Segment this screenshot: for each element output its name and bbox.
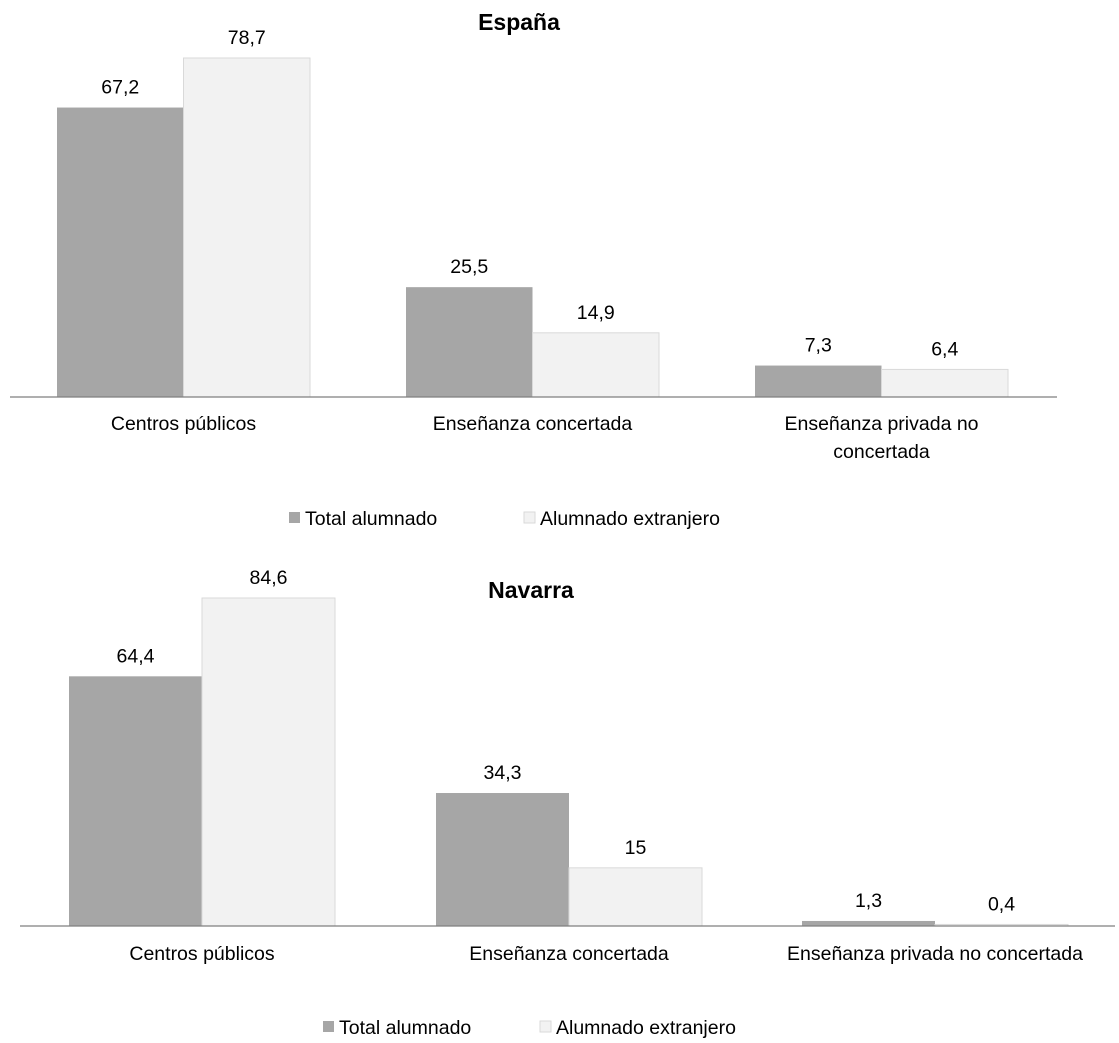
- bar-alumnado-extranjero-ensenanza-concertada: [532, 332, 660, 398]
- legend-swatch-total-alumnado: [289, 512, 300, 523]
- category-label-centros-publicos: Centros públicos: [129, 943, 274, 965]
- data-label-alumnado-extranjero-ensenanza-privada-no-concertada: 6,4: [931, 338, 958, 360]
- data-label-alumnado-extranjero-ensenanza-concertada: 14,9: [577, 302, 615, 324]
- chart-navarra: Navarra 64,4 84,6 34,3 15 1,3 0,4 Centros púb…: [20, 567, 1115, 1039]
- bar-alumnado-extranjero-ensenanza-privada-no-concertada: [881, 368, 1009, 398]
- chart-espana-legend: Total alumnado Alumnado extranjero: [289, 508, 720, 530]
- legend-label-total-alumnado: Total alumnado: [305, 508, 437, 530]
- data-label-alumnado-extranjero-ensenanza-concertada: 15: [625, 837, 647, 859]
- bar-alumnado-extranjero-centros-publicos: [183, 57, 311, 398]
- chart-espana-title: España: [478, 9, 560, 35]
- chart-navarra-title: Navarra: [488, 577, 574, 603]
- category-label-ensenanza-privada-no-concertada: Enseñanza privada no concertada: [787, 943, 1083, 965]
- data-label-total-alumnado-ensenanza-concertada: 34,3: [484, 762, 522, 784]
- category-label-centros-publicos: Centros públicos: [111, 413, 256, 435]
- data-label-total-alumnado-ensenanza-concertada: 25,5: [450, 256, 488, 278]
- bar-alumnado-extranjero-centros-publicos: [201, 597, 336, 927]
- bar-total-alumnado-centros-publicos: [69, 676, 202, 926]
- data-label-total-alumnado-ensenanza-privada-no-concertada: 7,3: [805, 335, 832, 357]
- bar-total-alumnado-ensenanza-concertada: [436, 793, 569, 926]
- data-label-total-alumnado-centros-publicos: 64,4: [117, 645, 155, 667]
- bar-total-alumnado-ensenanza-concertada: [406, 287, 533, 397]
- data-label-alumnado-extranjero-centros-publicos: 78,7: [228, 27, 266, 49]
- chart-espana-bars: [57, 57, 1009, 398]
- legend-label-alumnado-extranjero: Alumnado extranjero: [556, 1017, 736, 1039]
- bar-total-alumnado-ensenanza-privada-no-concertada: [755, 365, 882, 397]
- chart-navarra-data-labels: 64,4 84,6 34,3 15 1,3 0,4: [117, 567, 1016, 915]
- legend-swatch-alumnado-extranjero: [523, 511, 536, 524]
- category-label-ensenanza-concertada: Enseñanza concertada: [469, 943, 669, 965]
- data-label-total-alumnado-ensenanza-privada-no-concertada: 1,3: [855, 890, 882, 912]
- chart-espana: España 67,2 78,7 25,5 14,9 7,3 6,4 Centros pú…: [10, 9, 1057, 530]
- category-label-ensenanza-privada-no-concertada: Enseñanza privada no: [784, 413, 978, 435]
- chart-navarra-category-labels: Centros públicos Enseñanza concertada Ense…: [129, 943, 1083, 965]
- data-label-alumnado-extranjero-centros-publicos: 84,6: [250, 567, 288, 589]
- legend-label-alumnado-extranjero: Alumnado extranjero: [540, 508, 720, 530]
- chart-navarra-bars: [69, 597, 1069, 927]
- data-label-total-alumnado-centros-publicos: 67,2: [101, 77, 139, 99]
- bar-alumnado-extranjero-ensenanza-concertada: [568, 867, 703, 927]
- category-label-ensenanza-privada-no-concertada: concertada: [833, 441, 930, 463]
- legend-label-total-alumnado: Total alumnado: [339, 1017, 471, 1039]
- bar-total-alumnado-ensenanza-privada-no-concertada: [802, 920, 935, 926]
- legend-swatch-alumnado-extranjero: [539, 1020, 552, 1033]
- chart-navarra-legend: Total alumnado Alumnado extranjero: [323, 1017, 736, 1039]
- bar-total-alumnado-centros-publicos: [57, 107, 184, 397]
- legend-swatch-total-alumnado: [323, 1021, 334, 1032]
- data-label-alumnado-extranjero-ensenanza-privada-no-concertada: 0,4: [988, 893, 1015, 915]
- chart-espana-category-labels: Centros públicos Enseñanza concertada Ense…: [111, 413, 979, 463]
- chart-espana-data-labels: 67,2 78,7 25,5 14,9 7,3 6,4: [101, 27, 958, 360]
- category-label-ensenanza-concertada: Enseñanza concertada: [433, 413, 633, 435]
